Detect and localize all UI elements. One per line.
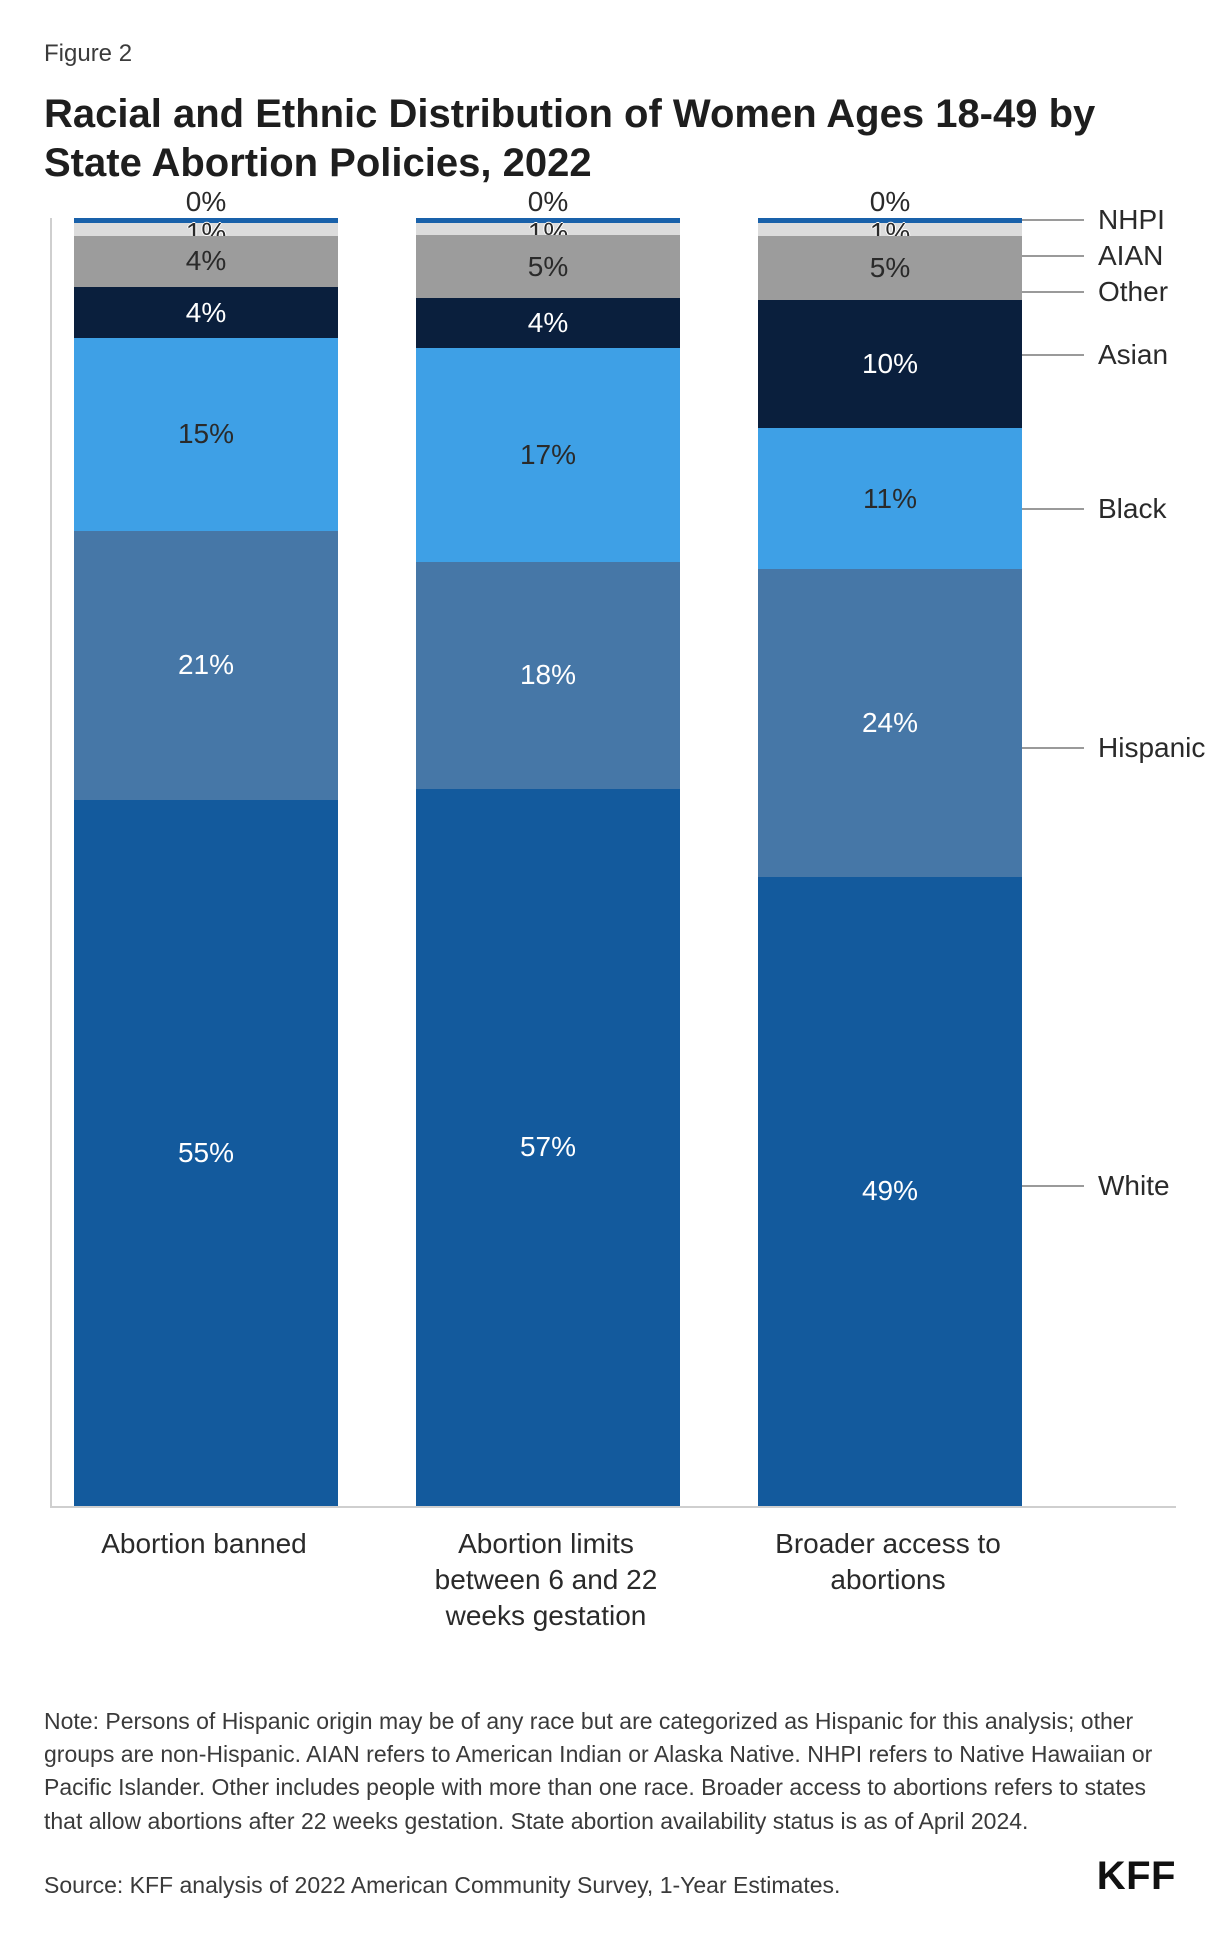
bar-column: 0%1%4%4%15%21%55% [74,218,338,1506]
brand-logo: KFF [1097,1854,1176,1899]
segment-value-label: 0% [870,186,910,218]
bar-segment-white: 57% [416,789,680,1506]
bar-segment-hispanic: 18% [416,562,680,788]
bar-segment-asian: 4% [416,298,680,348]
segment-value-label: 0% [528,186,568,218]
segment-value-label: 55% [178,1137,234,1169]
segment-value-label: 57% [520,1131,576,1163]
segment-value-label: 4% [528,307,568,339]
segment-value-label: 18% [520,659,576,691]
segment-value-label: 21% [178,649,234,681]
bar-segment-hispanic: 21% [74,531,338,800]
x-axis-label: Broader access to abortions [756,1526,1020,1635]
segment-value-label: 11% [863,483,917,515]
x-axis-label: Abortion limits between 6 and 22 weeks g… [414,1526,678,1635]
bars-area: 0%1%4%4%15%21%55%0%1%5%4%17%18%57%0%1%5%… [52,218,1176,1506]
bar-segment-asian: 10% [758,300,1022,428]
segment-value-label: 5% [870,252,910,284]
bar-segment-black: 11% [758,428,1022,569]
chart-source: Source: KFF analysis of 2022 American Co… [44,1872,840,1899]
bar-segment-other: 5% [416,235,680,298]
bar-segment-hispanic: 24% [758,569,1022,877]
segment-value-label: 10% [862,348,918,380]
bar-segment-white: 55% [74,800,338,1506]
segment-value-label: 24% [862,707,918,739]
bar-column: 0%1%5%10%11%24%49% [758,218,1022,1506]
x-axis-labels: Abortion banned Abortion limits between 6… [44,1526,1176,1635]
segment-value-label: 0% [186,186,226,218]
segment-value-label: 4% [186,297,226,329]
bar-segment-white: 49% [758,877,1022,1506]
x-axis-label: Abortion banned [72,1526,336,1635]
chart-title: Racial and Ethnic Distribution of Women … [44,90,1176,188]
bar-column: 0%1%5%4%17%18%57% [416,218,680,1506]
stacked-bar-chart: 0%1%4%4%15%21%55%0%1%5%4%17%18%57%0%1%5%… [50,218,1176,1508]
segment-value-label: 15% [178,418,234,450]
bar-segment-black: 15% [74,338,338,530]
bar-segment-aian: 1% [416,223,680,236]
bar-segment-asian: 4% [74,287,338,338]
bar-segment-other: 4% [74,236,338,287]
bar-segment-other: 5% [758,236,1022,300]
segment-value-label: 5% [528,251,568,283]
chart-note: Note: Persons of Hispanic origin may be … [44,1705,1176,1838]
figure-label: Figure 2 [44,40,1176,68]
bar-segment-black: 17% [416,348,680,562]
figure-container: Figure 2 Racial and Ethnic Distribution … [0,0,1220,1929]
bar-segment-aian: 1% [758,223,1022,236]
bar-segment-aian: 1% [74,223,338,236]
footer-row: Source: KFF analysis of 2022 American Co… [44,1854,1176,1899]
segment-value-label: 4% [186,245,226,277]
segment-value-label: 17% [520,439,576,471]
segment-value-label: 49% [862,1175,918,1207]
